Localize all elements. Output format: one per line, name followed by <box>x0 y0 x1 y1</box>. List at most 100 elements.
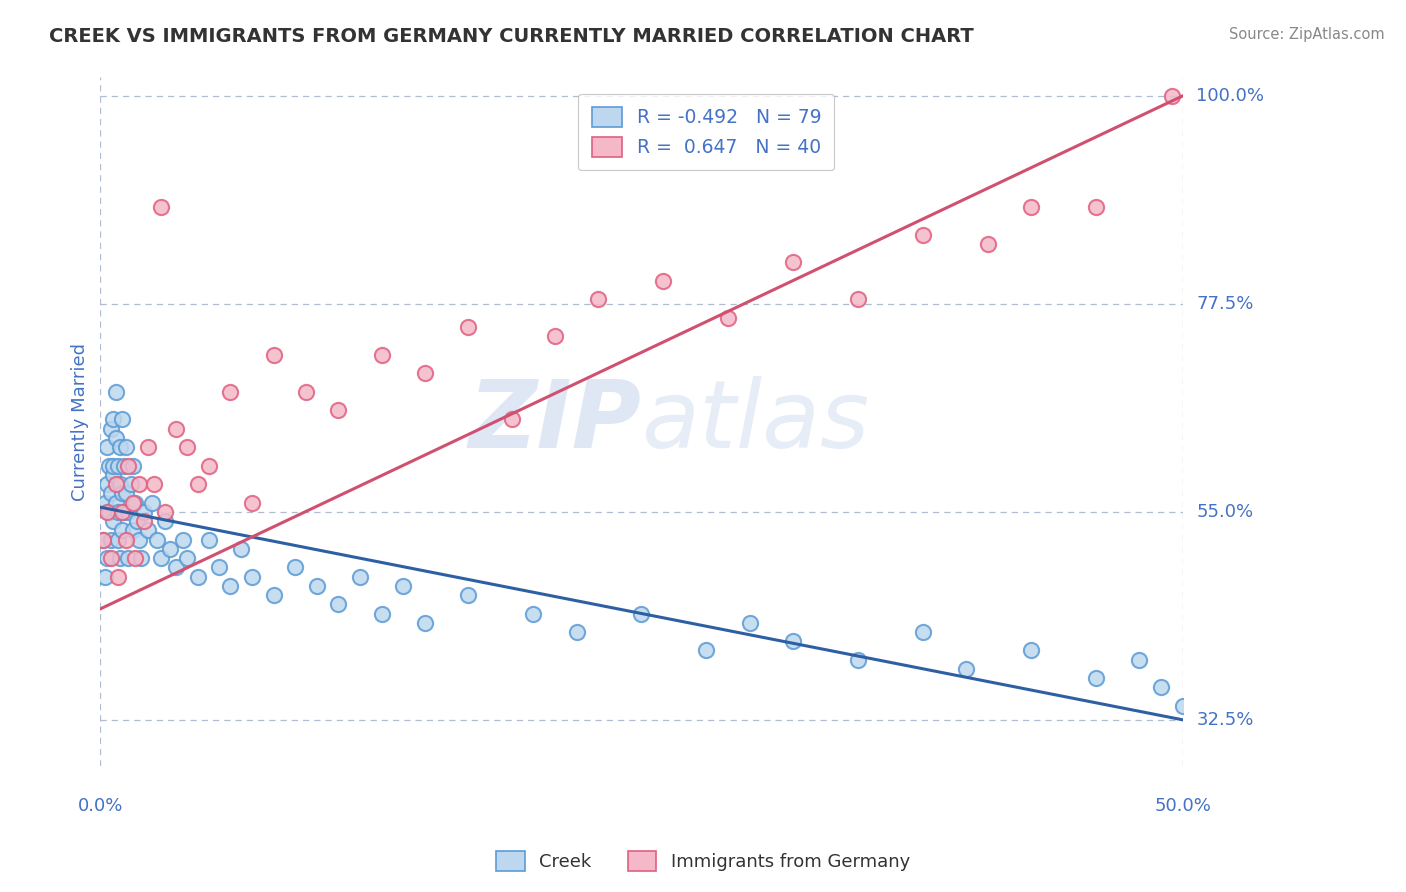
Point <box>127 514 149 528</box>
Point <box>155 514 177 528</box>
Point <box>121 495 143 509</box>
Point <box>100 533 122 547</box>
Point <box>284 560 307 574</box>
Point <box>108 551 131 566</box>
Point <box>121 458 143 473</box>
Point <box>128 533 150 547</box>
Point <box>100 551 122 566</box>
Point <box>911 625 934 640</box>
Point <box>111 505 134 519</box>
Point <box>124 551 146 566</box>
Point <box>846 292 869 306</box>
Point <box>695 643 717 657</box>
Point <box>544 329 567 343</box>
Point <box>172 533 194 547</box>
Point <box>240 495 263 509</box>
Text: ZIP: ZIP <box>468 376 641 467</box>
Point <box>295 384 318 399</box>
Point <box>977 236 1000 251</box>
Point <box>911 227 934 242</box>
Point <box>107 569 129 583</box>
Text: 77.5%: 77.5% <box>1197 295 1254 313</box>
Point <box>1085 200 1108 214</box>
Point <box>115 440 138 454</box>
Point <box>197 533 219 547</box>
Point <box>165 560 187 574</box>
Point <box>565 625 588 640</box>
Point <box>128 477 150 491</box>
Point <box>104 384 127 399</box>
Point <box>176 440 198 454</box>
Text: 50.0%: 50.0% <box>1154 797 1211 814</box>
Point <box>1128 653 1150 667</box>
Point <box>111 524 134 538</box>
Point <box>104 495 127 509</box>
Point <box>1085 671 1108 685</box>
Point <box>955 662 977 676</box>
Text: atlas: atlas <box>641 376 870 467</box>
Point <box>846 653 869 667</box>
Point <box>117 458 139 473</box>
Point <box>107 505 129 519</box>
Point <box>1019 643 1042 657</box>
Point <box>120 477 142 491</box>
Point <box>263 588 285 602</box>
Point <box>413 615 436 630</box>
Point <box>121 524 143 538</box>
Point <box>586 292 609 306</box>
Legend: R = -0.492   N = 79, R =  0.647   N = 40: R = -0.492 N = 79, R = 0.647 N = 40 <box>578 94 834 170</box>
Text: 55.0%: 55.0% <box>1197 503 1254 521</box>
Text: 32.5%: 32.5% <box>1197 711 1254 729</box>
Point <box>349 569 371 583</box>
Point <box>305 579 328 593</box>
Point <box>457 588 479 602</box>
Point <box>522 607 544 621</box>
Point <box>149 200 172 214</box>
Point <box>103 467 125 482</box>
Point <box>104 431 127 445</box>
Point <box>96 440 118 454</box>
Point <box>187 569 209 583</box>
Point <box>1019 200 1042 214</box>
Point <box>91 533 114 547</box>
Point <box>136 524 159 538</box>
Text: CREEK VS IMMIGRANTS FROM GERMANY CURRENTLY MARRIED CORRELATION CHART: CREEK VS IMMIGRANTS FROM GERMANY CURRENT… <box>49 27 974 45</box>
Point <box>219 579 242 593</box>
Point <box>413 366 436 380</box>
Point <box>98 505 121 519</box>
Point <box>165 422 187 436</box>
Point <box>96 477 118 491</box>
Point <box>1150 681 1173 695</box>
Point <box>132 505 155 519</box>
Point <box>149 551 172 566</box>
Point <box>108 477 131 491</box>
Point <box>143 477 166 491</box>
Point <box>124 495 146 509</box>
Point <box>187 477 209 491</box>
Point <box>115 486 138 500</box>
Point <box>98 458 121 473</box>
Point <box>93 495 115 509</box>
Point <box>107 533 129 547</box>
Point <box>240 569 263 583</box>
Point <box>392 579 415 593</box>
Point <box>630 607 652 621</box>
Point <box>141 495 163 509</box>
Point <box>91 533 114 547</box>
Point <box>155 505 177 519</box>
Point <box>96 505 118 519</box>
Text: 0.0%: 0.0% <box>77 797 124 814</box>
Point <box>370 348 392 362</box>
Point <box>112 458 135 473</box>
Point <box>145 533 167 547</box>
Point <box>111 486 134 500</box>
Point <box>131 551 153 566</box>
Point <box>738 615 761 630</box>
Text: Source: ZipAtlas.com: Source: ZipAtlas.com <box>1229 27 1385 42</box>
Point <box>103 412 125 426</box>
Point <box>219 384 242 399</box>
Point <box>457 320 479 334</box>
Point <box>176 551 198 566</box>
Y-axis label: Currently Married: Currently Married <box>72 343 89 500</box>
Point <box>111 412 134 426</box>
